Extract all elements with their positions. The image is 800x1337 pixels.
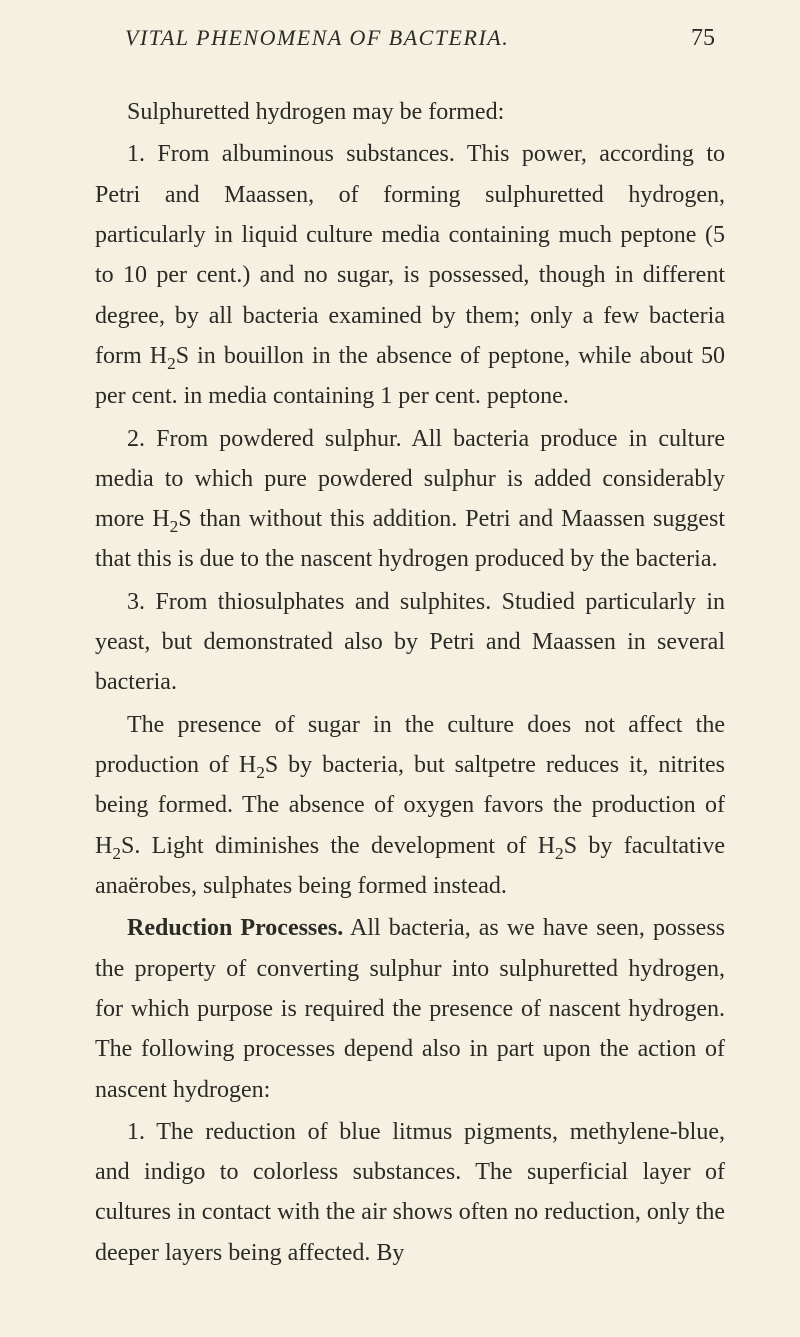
p2-part-b: S in bouillon in the absence of peptone,… (95, 343, 725, 409)
paragraph-intro: Sulphuretted hydrogen may be formed: (95, 92, 725, 132)
paragraph-reduction: Reduction Processes. All bacteria, as we… (95, 908, 725, 1110)
running-title: VITAL PHENOMENA OF BACTERIA. (95, 25, 509, 51)
paragraph-reduction-1: 1. The reduction of blue litmus pigments… (95, 1112, 725, 1273)
paragraph-item-2: 2. From powdered sulphur. All bacteria p… (95, 419, 725, 580)
p2-part-a: 1. From albuminous substances. This powe… (95, 141, 725, 369)
subscript-2: 2 (555, 843, 564, 862)
section-heading-reduction: Reduction Processes. (127, 915, 343, 941)
page-header: VITAL PHENOMENA OF BACTERIA. 75 (95, 25, 725, 52)
p5-part-c: S. Light diminishes the development of H (121, 833, 555, 859)
paragraph-item-1: 1. From albuminous substances. This powe… (95, 134, 725, 416)
p3-part-b: S than without this addition. Petri and … (95, 506, 725, 572)
subscript-2: 2 (167, 354, 176, 373)
p6-body: All bacteria, as we have seen, possess t… (95, 915, 725, 1102)
subscript-2: 2 (170, 517, 179, 536)
subscript-2: 2 (112, 843, 121, 862)
paragraph-sugar: The presence of sugar in the culture doe… (95, 705, 725, 907)
subscript-2: 2 (256, 763, 265, 782)
paragraph-item-3: 3. From thiosulphates and sulphites. Stu… (95, 582, 725, 703)
page-number: 75 (691, 25, 725, 52)
